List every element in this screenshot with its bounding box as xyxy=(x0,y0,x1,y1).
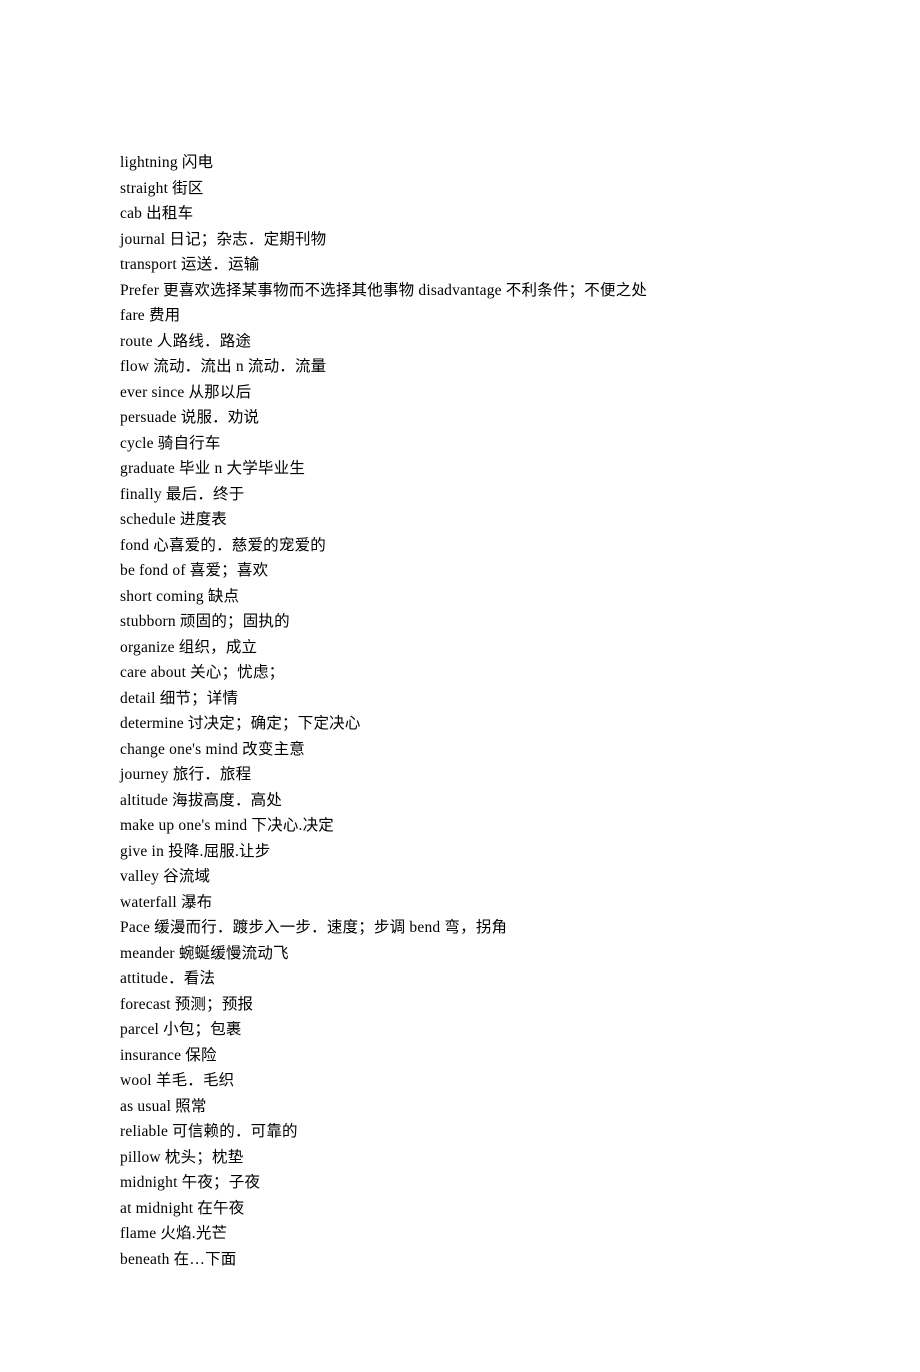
vocabulary-entry: meander 蜿蜒缓慢流动飞 xyxy=(120,941,800,967)
vocabulary-entry: give in 投降.屈服.让步 xyxy=(120,839,800,865)
vocabulary-entry: persuade 说服．劝说 xyxy=(120,405,800,431)
vocabulary-entry: detail 细节；详情 xyxy=(120,686,800,712)
vocabulary-entry: as usual 照常 xyxy=(120,1094,800,1120)
vocabulary-entry: flame 火焰.光芒 xyxy=(120,1221,800,1247)
vocabulary-entry: Pace 缓漫而行．踱步入一步．速度；步调 bend 弯，拐角 xyxy=(120,915,800,941)
vocabulary-entry: flow 流动．流出 n 流动．流量 xyxy=(120,354,800,380)
vocabulary-entry: at midnight 在午夜 xyxy=(120,1196,800,1222)
vocabulary-entry: journal 日记；杂志．定期刊物 xyxy=(120,227,800,253)
vocabulary-entry: cab 出租车 xyxy=(120,201,800,227)
vocabulary-entry: cycle 骑自行车 xyxy=(120,431,800,457)
vocabulary-entry: wool 羊毛．毛织 xyxy=(120,1068,800,1094)
vocabulary-entry: valley 谷流域 xyxy=(120,864,800,890)
vocabulary-entry: route 人路线．路途 xyxy=(120,329,800,355)
vocabulary-entry: attitude．看法 xyxy=(120,966,800,992)
vocabulary-entry: be fond of 喜爱；喜欢 xyxy=(120,558,800,584)
vocabulary-entry: altitude 海拔高度．高处 xyxy=(120,788,800,814)
vocabulary-entry: short coming 缺点 xyxy=(120,584,800,610)
vocabulary-entry: care about 关心；忧虑； xyxy=(120,660,800,686)
vocabulary-entry: beneath 在…下面 xyxy=(120,1247,800,1273)
vocabulary-entry: finally 最后．终于 xyxy=(120,482,800,508)
vocabulary-entry: pillow 枕头；枕垫 xyxy=(120,1145,800,1171)
vocabulary-entry: Prefer 更喜欢选择某事物而不选择其他事物 disadvantage 不利条… xyxy=(120,278,800,304)
vocabulary-entry: midnight 午夜；子夜 xyxy=(120,1170,800,1196)
vocabulary-entry: determine 讨决定；确定；下定决心 xyxy=(120,711,800,737)
vocabulary-entry: change one's mind 改变主意 xyxy=(120,737,800,763)
vocabulary-entry: stubborn 顽固的；固执的 xyxy=(120,609,800,635)
vocabulary-entry: fare 费用 xyxy=(120,303,800,329)
vocabulary-entry: journey 旅行．旅程 xyxy=(120,762,800,788)
vocabulary-entry: fond 心喜爱的．慈爱的宠爱的 xyxy=(120,533,800,559)
vocabulary-entry: insurance 保险 xyxy=(120,1043,800,1069)
vocabulary-entry: forecast 预测；预报 xyxy=(120,992,800,1018)
vocabulary-entry: reliable 可信赖的．可靠的 xyxy=(120,1119,800,1145)
vocabulary-entry: lightning 闪电 xyxy=(120,150,800,176)
vocabulary-entry: parcel 小包；包裹 xyxy=(120,1017,800,1043)
vocabulary-entry: transport 运送．运输 xyxy=(120,252,800,278)
document-page: lightning 闪电straight 街区cab 出租车journal 日记… xyxy=(0,0,920,1372)
vocabulary-entry: schedule 进度表 xyxy=(120,507,800,533)
vocabulary-entry: ever since 从那以后 xyxy=(120,380,800,406)
vocabulary-entry: organize 组织，成立 xyxy=(120,635,800,661)
vocabulary-entry: graduate 毕业 n 大学毕业生 xyxy=(120,456,800,482)
vocabulary-list: lightning 闪电straight 街区cab 出租车journal 日记… xyxy=(120,150,800,1272)
vocabulary-entry: waterfall 瀑布 xyxy=(120,890,800,916)
vocabulary-entry: make up one's mind 下决心.决定 xyxy=(120,813,800,839)
vocabulary-entry: straight 街区 xyxy=(120,176,800,202)
